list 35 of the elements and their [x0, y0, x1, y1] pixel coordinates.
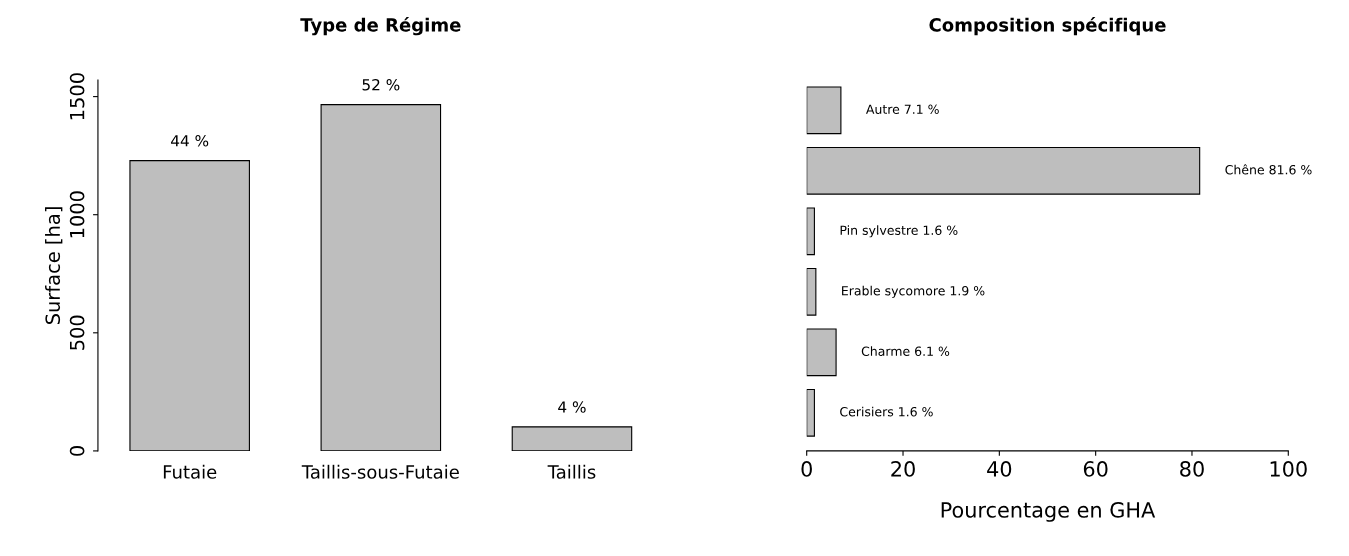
bar: [806, 86, 842, 135]
annotation: 4 %: [558, 401, 586, 413]
x-tick-label: Futaie: [163, 464, 217, 479]
y-axis-title: Surface [ha]: [45, 207, 63, 325]
bar: [806, 267, 817, 316]
data-label: Pin sylvestre 1.6 %: [840, 225, 958, 238]
data-label: Erable sycomore 1.9 %: [842, 285, 985, 298]
x-tick-label: 40: [987, 461, 1012, 477]
bar: [806, 146, 1201, 195]
data-label: Charme 6.1 %: [861, 346, 950, 356]
y-tick-label: 500: [69, 315, 85, 350]
bar: [806, 328, 837, 377]
annotation: 52 %: [362, 79, 400, 91]
x-tick-label: Taillis: [547, 464, 596, 479]
bar: [806, 207, 815, 256]
x-tick-label: 0: [801, 461, 812, 477]
bar: [129, 160, 250, 451]
data-label: Autre 7.1 %: [865, 104, 939, 114]
x-tick-label: 80: [1180, 461, 1204, 477]
data-label: Cerisiers 1.6 %: [840, 406, 933, 417]
x-axis-title: Pourcentage en GHA: [941, 502, 1156, 522]
bar: [806, 388, 815, 437]
bar: [320, 104, 442, 451]
x-tick-label: 20: [891, 461, 915, 477]
data-label: Chêne 81.6 %: [1225, 164, 1312, 175]
y-tick-label: 1000: [69, 191, 85, 238]
y-tick-label: 1500: [69, 73, 85, 120]
annotation: 44 %: [171, 134, 209, 147]
x-tick-label: 100: [1270, 461, 1307, 477]
chart-title: Type de Régime: [300, 17, 461, 36]
bar: [511, 426, 633, 451]
chart-title: Composition spécifique: [929, 17, 1166, 36]
x-tick-label: Taillis-sous-Futaie: [301, 464, 459, 479]
x-tick-label: 60: [1083, 461, 1108, 477]
y-tick-label: 0: [69, 446, 85, 456]
